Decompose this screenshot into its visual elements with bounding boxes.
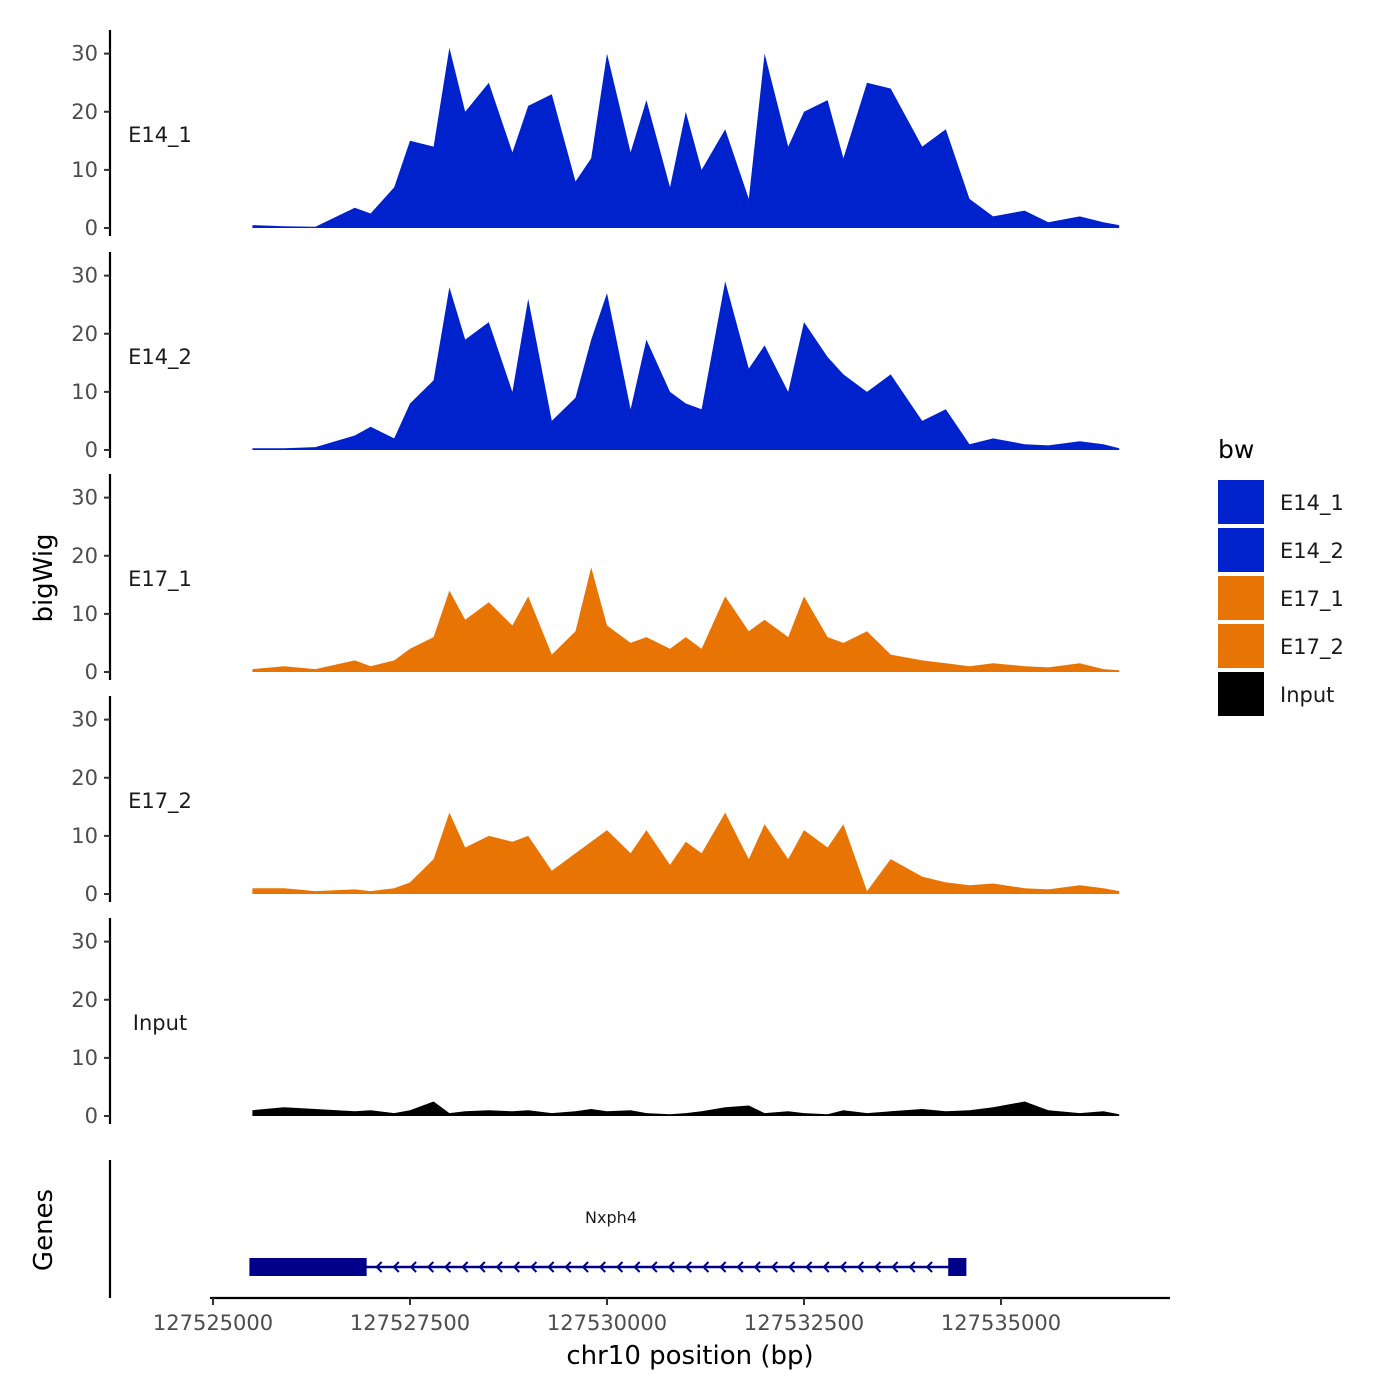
strand-arrow: [839, 1261, 847, 1273]
y-tick-label: 10: [71, 602, 98, 626]
x-tick-label: 127532500: [744, 1311, 864, 1335]
legend-swatch-e14-1: [1218, 480, 1264, 524]
strand-arrow: [564, 1261, 572, 1273]
x-axis-title: chr10 position (bp): [566, 1341, 813, 1371]
strand-arrow: [719, 1261, 727, 1273]
y-tick-label: 30: [71, 930, 98, 954]
y-tick-label: 0: [85, 660, 98, 684]
y-axis-title: bigWig: [29, 533, 59, 622]
strand-arrow: [426, 1261, 434, 1273]
x-axis: 127525000 127527500 127530000 127532500 1275…: [153, 1296, 1170, 1335]
panel-e14-2: 0 10 20 30 E14_2: [71, 252, 1120, 462]
strand-arrow: [392, 1261, 400, 1273]
strand-arrow: [598, 1261, 606, 1273]
x-tick-label: 127525000: [153, 1311, 273, 1335]
gene-label: Nxph4: [585, 1208, 637, 1227]
y-tick-label: 10: [71, 824, 98, 848]
strand-arrow: [908, 1261, 916, 1273]
signal-area-e17-2: [252, 812, 1120, 894]
genes-axis-title: Genes: [29, 1189, 59, 1271]
legend-label: E17_2: [1280, 635, 1344, 660]
strand-arrow: [891, 1261, 899, 1273]
x-tick-label: 127535000: [941, 1311, 1061, 1335]
strand-arrow: [650, 1261, 658, 1273]
strand-arrow: [495, 1261, 503, 1273]
strand-arrow: [856, 1261, 864, 1273]
legend-swatch-e14-2: [1218, 528, 1264, 572]
y-tick-label: 0: [85, 216, 98, 240]
legend: bw E14_1 E14_2 E17_1 E17_2 Input: [1218, 435, 1344, 716]
strand-arrow: [667, 1261, 675, 1273]
strand-arrow: [461, 1261, 469, 1273]
strand-arrow: [822, 1261, 830, 1273]
legend-label: E17_1: [1280, 587, 1344, 612]
panel-e17-2: 0 10 20 30 E17_2: [71, 696, 1120, 906]
x-tick-label: 127527500: [350, 1311, 470, 1335]
y-tick-label: 30: [71, 708, 98, 732]
panel-e17-1: 0 10 20 30 E17_1: [71, 474, 1120, 684]
strand-arrow: [633, 1261, 641, 1273]
strand-arrow: [874, 1261, 882, 1273]
signal-area-e17-1: [252, 567, 1120, 672]
y-tick-label: 0: [85, 438, 98, 462]
y-tick-label: 10: [71, 380, 98, 404]
strand-arrow: [512, 1261, 520, 1273]
track-label: E14_1: [128, 123, 192, 148]
legend-label: E14_1: [1280, 491, 1344, 516]
track-label: E17_1: [128, 567, 192, 592]
y-tick-label: 20: [71, 988, 98, 1012]
strand-arrow: [616, 1261, 624, 1273]
track-label: Input: [133, 1011, 187, 1035]
strand-arrow: [805, 1261, 813, 1273]
y-tick-label: 30: [71, 486, 98, 510]
strand-arrow: [753, 1261, 761, 1273]
legend-title: bw: [1218, 435, 1254, 464]
signal-area-e14-1: [252, 47, 1120, 228]
legend-label: Input: [1280, 683, 1334, 707]
y-tick-label: 10: [71, 158, 98, 182]
legend-swatch-e17-1: [1218, 576, 1264, 620]
y-tick-label: 30: [71, 42, 98, 66]
y-tick-label: 20: [71, 766, 98, 790]
y-tick-label: 0: [85, 882, 98, 906]
panel-input: 0 10 20 30 Input: [71, 918, 1120, 1128]
signal-area-e14-2: [252, 281, 1120, 450]
strand-arrow: [375, 1261, 383, 1273]
legend-label: E14_2: [1280, 539, 1344, 564]
x-tick-label: 127530000: [547, 1311, 667, 1335]
y-tick-label: 20: [71, 544, 98, 568]
strand-arrow: [788, 1261, 796, 1273]
y-tick-label: 0: [85, 1104, 98, 1128]
panel-e14-1: 0 10 20 30 E14_1: [71, 30, 1120, 240]
strand-arrow: [581, 1261, 589, 1273]
track-label: E14_2: [128, 345, 192, 370]
strand-arrow: [478, 1261, 486, 1273]
strand-arrow: [684, 1261, 692, 1273]
strand-arrow: [925, 1261, 933, 1273]
strand-arrow: [444, 1261, 452, 1273]
strand-arrow: [547, 1261, 555, 1273]
strand-arrow: [530, 1261, 538, 1273]
y-tick-label: 30: [71, 264, 98, 288]
strand-arrow: [770, 1261, 778, 1273]
gene-exon-first: [948, 1258, 967, 1276]
legend-swatch-input: [1218, 672, 1264, 716]
signal-panels: 0 10 20 30 E14_1 0 10 20 30 E14_2 0 10 20 30 E17_1 0 10 2…: [71, 30, 1120, 1128]
y-tick-label: 20: [71, 322, 98, 346]
track-label: E17_2: [128, 789, 192, 814]
signal-area-input: [252, 1101, 1120, 1116]
gene-panel: Nxph4: [108, 1160, 967, 1298]
y-tick-label: 20: [71, 100, 98, 124]
strand-arrow: [409, 1261, 417, 1273]
gene-exon-utr: [249, 1258, 367, 1276]
legend-swatch-e17-2: [1218, 624, 1264, 668]
y-tick-label: 10: [71, 1046, 98, 1070]
strand-arrow: [702, 1261, 710, 1273]
strand-arrow: [736, 1261, 744, 1273]
